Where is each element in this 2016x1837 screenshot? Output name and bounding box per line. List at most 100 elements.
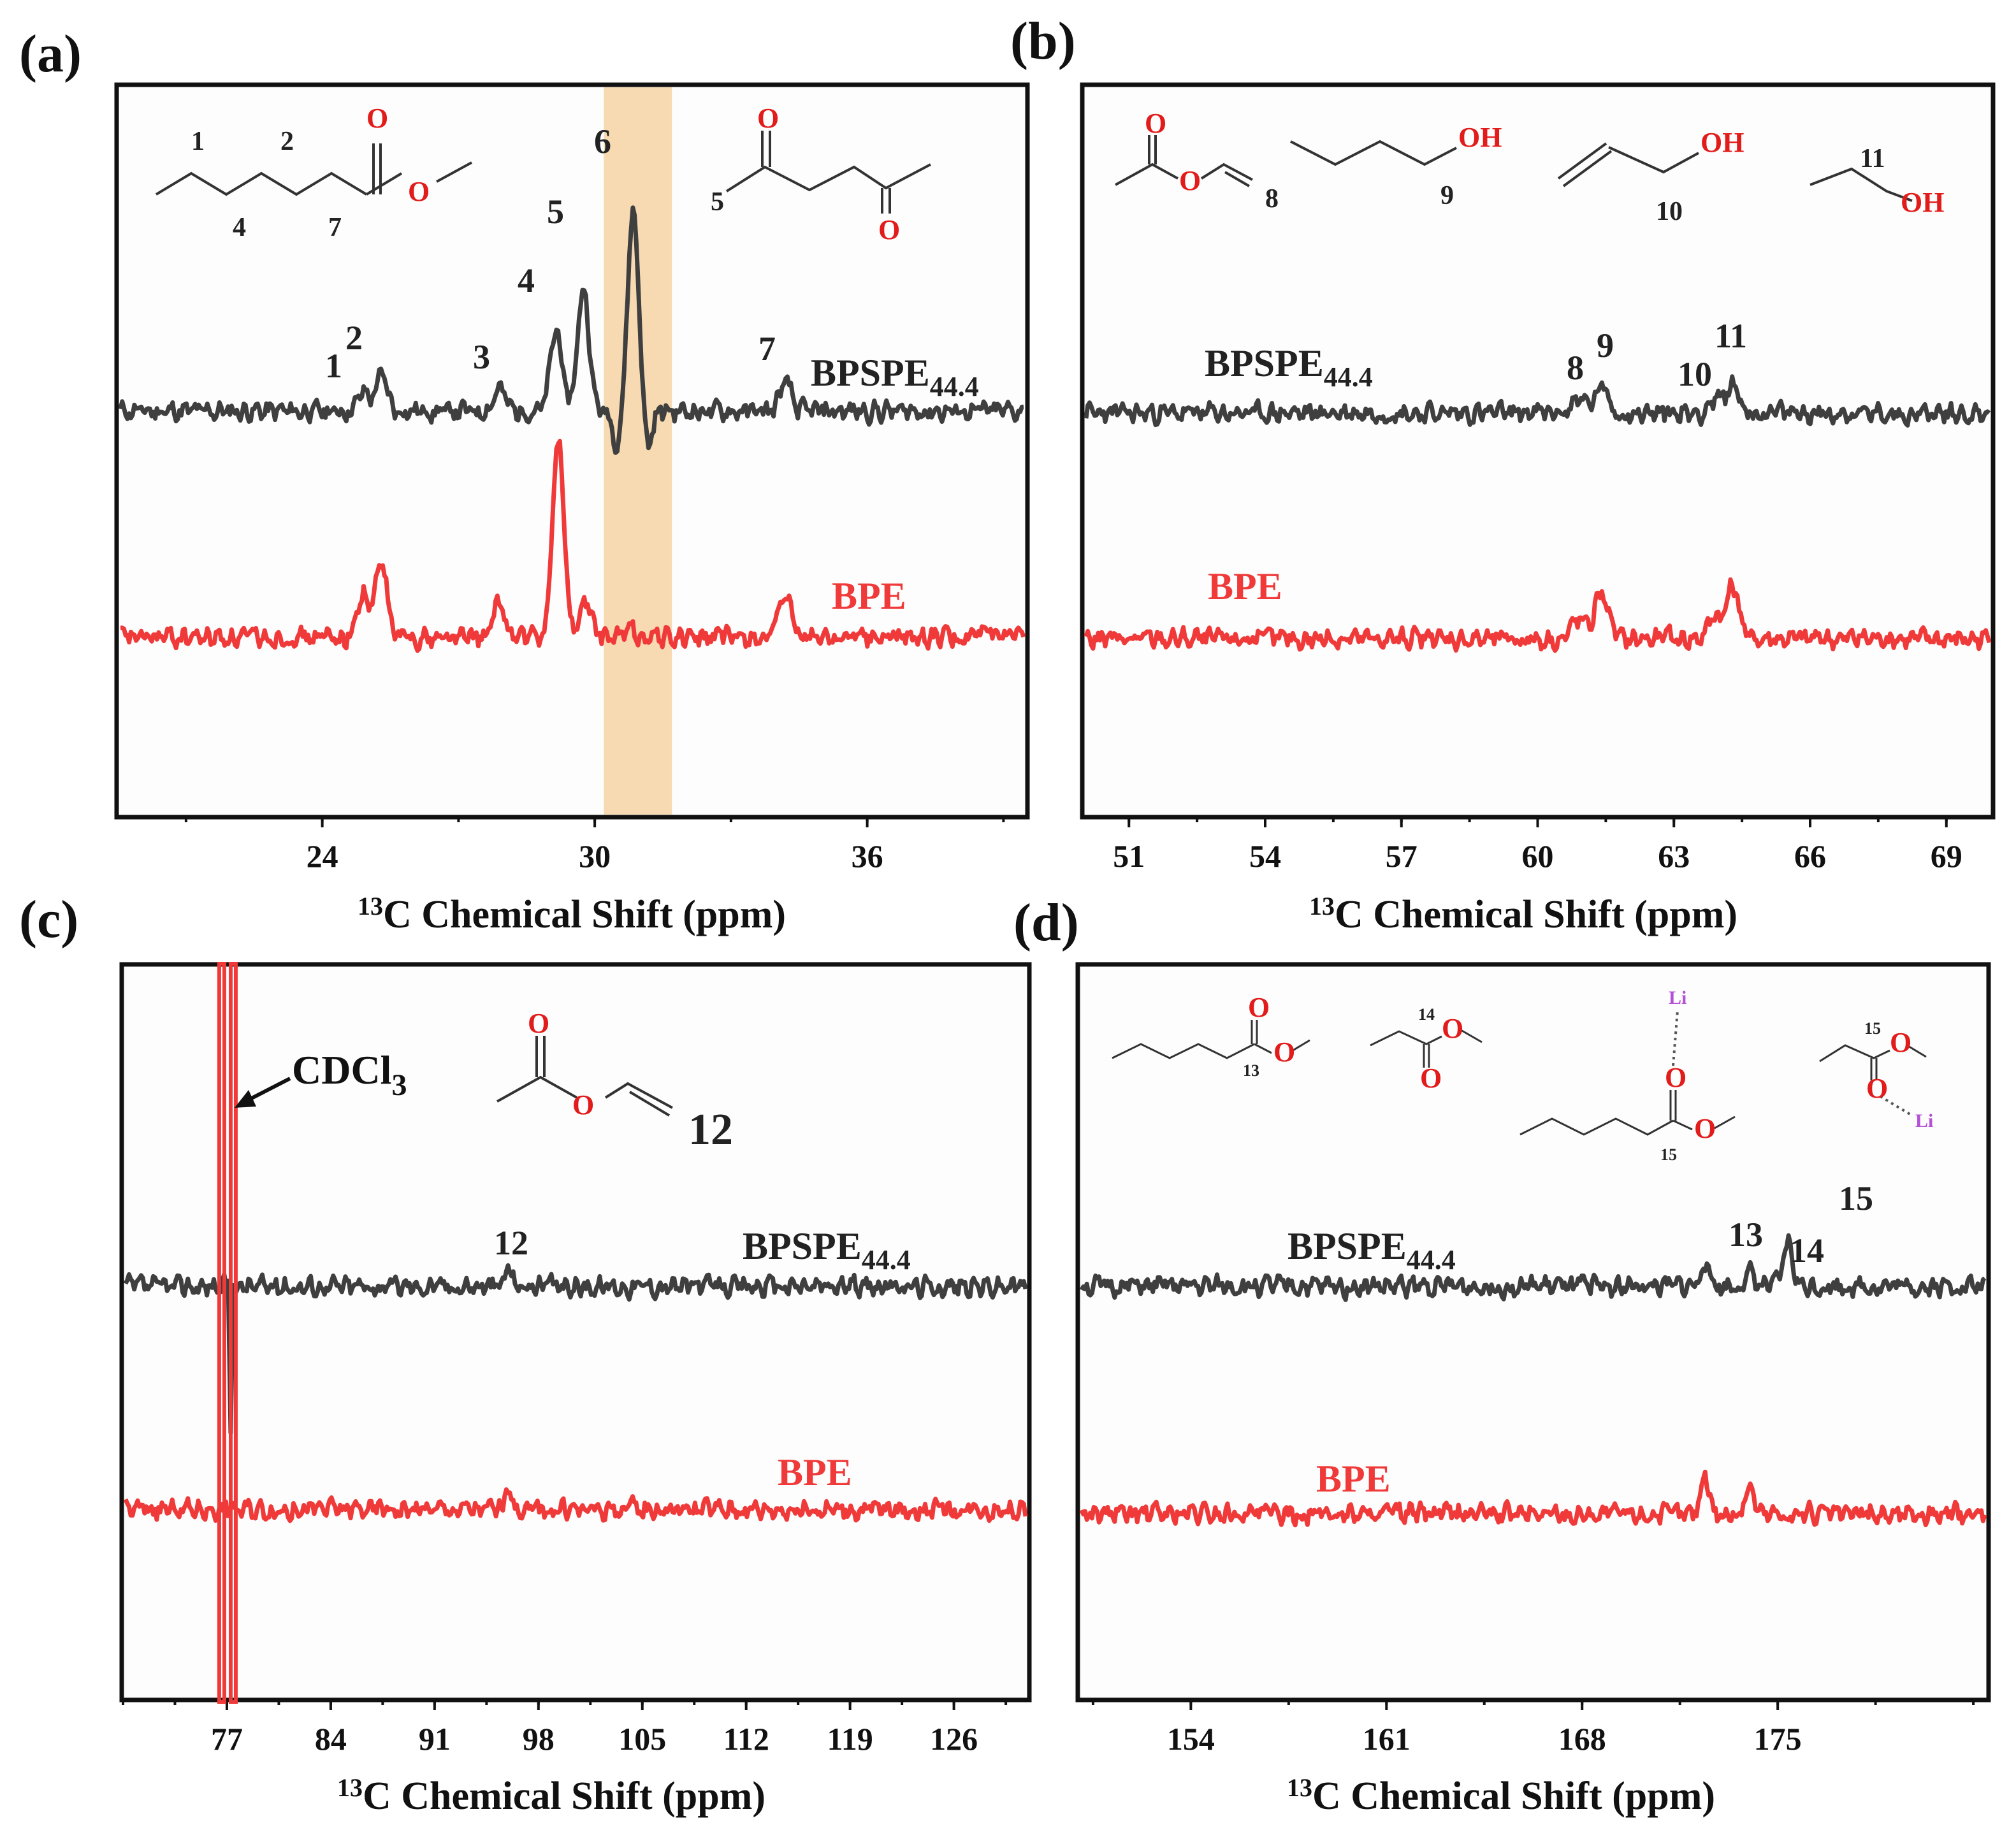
trace-bpe	[1084, 577, 1992, 653]
trace-bpe	[123, 1487, 1028, 1523]
panel-a: (a) 24 30 36 BPSPE44.4 BPE 1 2 3 4 5 6 7 O…	[19, 24, 1030, 874]
series-label-bpspe: BPSPE44.4	[1287, 1225, 1456, 1275]
trace-bpspe	[1079, 1233, 1987, 1302]
hydroxyl-group: OH	[1701, 127, 1744, 158]
series-label-bpe: BPE	[778, 1451, 852, 1493]
carbon-number: 4	[233, 213, 246, 242]
peak-label-1: 1	[325, 347, 342, 385]
x-tick-label: 126	[930, 1721, 978, 1757]
hydroxyl-group: OH	[1458, 122, 1502, 153]
peak-label-11: 11	[1715, 317, 1747, 355]
x-tick-label: 36	[852, 838, 883, 874]
carbon-number: 12	[688, 1105, 733, 1154]
trace-bpe	[1079, 1469, 1987, 1528]
molecule-hexanedione: O O 5	[711, 103, 931, 245]
trace-bpspe	[123, 1263, 1028, 1302]
ester-bond	[1254, 1043, 1272, 1054]
oxygen-atom: O	[1442, 1013, 1463, 1044]
cdcl3-marker-line	[217, 962, 226, 1704]
ester-methyl-bond	[1290, 1039, 1310, 1053]
panel-b-frame	[1080, 82, 1996, 820]
series-label-bpe: BPE	[832, 575, 906, 617]
carbon-number: 10	[1656, 197, 1683, 226]
oxygen-atom: O	[1420, 1063, 1442, 1094]
series-label-bpe: BPE	[1208, 565, 1282, 607]
carbon-number: 11	[1860, 144, 1885, 173]
x-tick-label: 24	[307, 838, 338, 874]
x-tick-label: 119	[827, 1721, 873, 1757]
lithium-atom: Li	[1915, 1110, 1933, 1131]
oxygen-atom: O	[1145, 108, 1166, 139]
oxygen-atom: O	[572, 1089, 594, 1121]
peak-label-3: 3	[473, 338, 490, 376]
ester-methyl-bond	[436, 161, 472, 183]
panel-d-x-axis: 154 161 168 175	[1091, 1699, 1975, 1757]
x-tick-label: 30	[579, 838, 611, 874]
x-tick-label: 69	[1931, 838, 1962, 874]
molecule-methyl-hexanoate: O O 1 2 4 7	[155, 103, 472, 242]
oxygen-atom: O	[757, 103, 779, 134]
x-tick-label: 51	[1113, 838, 1145, 874]
x-axis-title-d: 13C Chemical Shift (ppm)	[1287, 1773, 1715, 1818]
x-tick-label: 105	[618, 1721, 666, 1757]
lithium-atom: Li	[1669, 987, 1686, 1008]
peak-label-4: 4	[518, 261, 535, 300]
propanoate-chain	[1370, 1030, 1442, 1047]
molecule-ethanol: OH 11	[1809, 144, 1944, 218]
oxygen-atom: O	[1179, 165, 1201, 196]
molecule-allyl-alcohol: OH 10	[1557, 127, 1744, 226]
oxygen-atom: O	[366, 103, 388, 134]
x-axis-title-b: 13C Chemical Shift (ppm)	[1309, 892, 1737, 936]
panel-b-x-axis: 51 54 57 60 63 66 69	[1113, 816, 1962, 874]
molecule-vinyl-acetate: O O 8	[1115, 108, 1279, 214]
x-tick-label: 91	[419, 1721, 451, 1757]
x-tick-label: 175	[1754, 1721, 1802, 1757]
oxygen-atom: O	[1248, 992, 1270, 1023]
ester-methyl-bond	[1906, 1044, 1927, 1058]
panel-b: (b) 51 54 57 60 63 66 69 BPSPE44.4 BPE 8 9 10 …	[1010, 11, 1996, 874]
panel-a-frame	[114, 82, 1030, 820]
peak-label-5: 5	[547, 192, 564, 231]
carbon-number: 8	[1265, 184, 1279, 214]
oxygen-atom: O	[408, 176, 430, 207]
peak-label-13: 13	[1729, 1216, 1763, 1254]
panel-c-label: (c)	[19, 890, 78, 949]
ester-methyl-bond	[1460, 1029, 1483, 1043]
dione-chain	[725, 163, 931, 192]
panel-a-x-axis: 24 30 36	[184, 816, 1005, 874]
molecule-li-methyl-propanoate: O O Li 15	[1819, 1019, 1933, 1131]
x-tick-label: 112	[723, 1721, 769, 1757]
cdcl3-arrow	[244, 1077, 291, 1103]
alkyl-chain	[155, 171, 368, 196]
carbon-number: 7	[328, 213, 342, 242]
oxygen-atom: O	[1890, 1027, 1911, 1058]
oxygen-atom: O	[878, 214, 900, 245]
molecule-methyl-propanoate: O O 14	[1370, 1005, 1483, 1094]
x-tick-label: 98	[523, 1721, 555, 1757]
vinyl-double-bond	[1224, 171, 1251, 187]
peak-label-2: 2	[345, 319, 363, 357]
peak-label-8: 8	[1567, 349, 1584, 387]
carbon-number: 13	[1243, 1061, 1259, 1080]
alkyl-chain	[1112, 1043, 1255, 1059]
x-tick-label: 60	[1522, 838, 1554, 874]
ester-bond	[1672, 1119, 1693, 1131]
peak-label-9: 9	[1597, 326, 1614, 365]
carbon-number: 2	[280, 127, 294, 156]
hydroxyl-group: OH	[1901, 187, 1944, 218]
panel-a-label: (a)	[19, 24, 82, 84]
trace-bpspe	[118, 205, 1024, 455]
acetate-chain	[1115, 163, 1178, 186]
peak-label-6: 6	[594, 122, 611, 161]
peak-label-14: 14	[1790, 1231, 1824, 1270]
molecule-vinyl-acetate: O O 12	[497, 1008, 733, 1154]
x-axis-title-c: 13C Chemical Shift (ppm)	[337, 1773, 765, 1818]
molecule-methyl-hexanoate: O O 13	[1112, 992, 1310, 1080]
carbon-number: 15	[1864, 1019, 1881, 1038]
series-label-bpe: BPE	[1316, 1458, 1391, 1500]
x-tick-label: 161	[1363, 1721, 1410, 1757]
x-tick-label: 154	[1167, 1721, 1215, 1757]
panel-d-frame	[1075, 962, 1991, 1703]
x-tick-label: 66	[1794, 838, 1826, 874]
